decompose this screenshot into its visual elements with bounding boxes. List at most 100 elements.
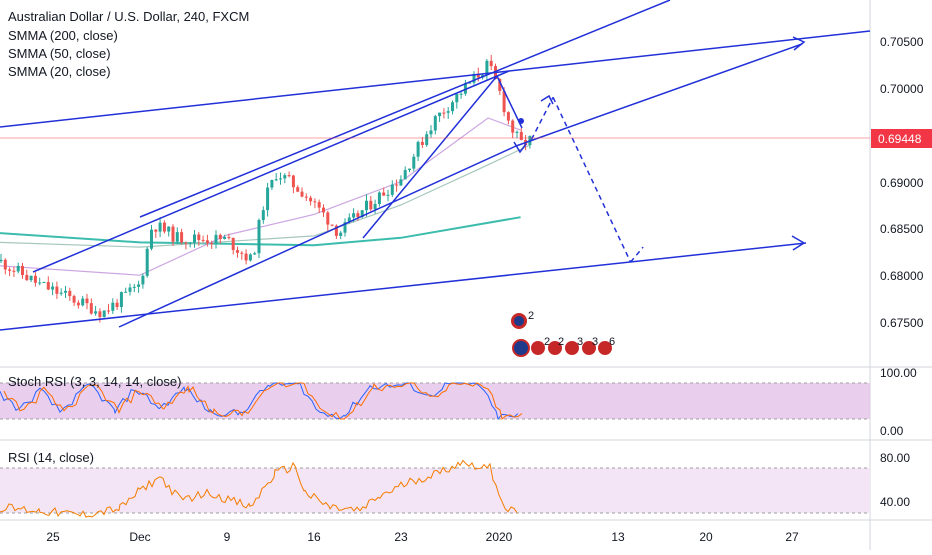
candle-body [197, 234, 201, 240]
candle-body [515, 131, 519, 133]
event-flag-icon[interactable] [531, 341, 545, 355]
time-axis[interactable]: 25 Dec 9 16 23 2020 13 20 27 [46, 530, 799, 544]
candle-body [59, 292, 63, 294]
economic-events[interactable]: 2 2 2 3 3 6 [511, 310, 615, 357]
rising-wedge-lower-line [118, 145, 517, 328]
trend-drawings[interactable] [0, 0, 871, 331]
candle-body [154, 229, 158, 232]
candle-body [352, 213, 356, 218]
candle-body [29, 275, 33, 281]
candle-body [205, 240, 209, 244]
candle-body [330, 224, 334, 226]
rsi-line [0, 459, 518, 518]
candle-body [42, 282, 46, 284]
stoch-k-line [0, 382, 519, 421]
candle-body [3, 259, 7, 270]
price-axis[interactable]: 0.70500 0.70000 0.69000 0.68500 0.68000 … [880, 35, 924, 330]
candle-body [214, 234, 218, 244]
event-flag-icon [514, 316, 524, 326]
event-flag-icon[interactable] [582, 341, 596, 355]
candle-body [218, 234, 222, 240]
stoch-tick: 0.00 [880, 424, 904, 438]
candle-body [137, 284, 141, 287]
candle-body [365, 200, 368, 211]
indicator-legend-smma200[interactable]: SMMA (200, close) [8, 28, 118, 43]
candle-body [390, 184, 394, 195]
candle-body [81, 298, 85, 306]
event-count: 2 [544, 336, 550, 348]
rising-wedge-lower-line [515, 43, 803, 147]
smma-line [0, 117, 521, 276]
candle-body [451, 102, 454, 112]
candle-body [403, 170, 407, 180]
event-flag-icon[interactable] [598, 341, 612, 355]
candle-body [416, 141, 420, 157]
time-label: 2020 [486, 530, 513, 544]
candle-body [266, 187, 270, 211]
candle-body [506, 112, 510, 121]
event-flag-icon[interactable] [512, 339, 530, 357]
projection-segment [530, 97, 554, 140]
candle-body [442, 112, 446, 114]
candle-body [356, 213, 360, 218]
event-count: 3 [592, 336, 598, 348]
candle-body [175, 232, 179, 242]
candle-body [317, 202, 321, 208]
channel-bottom-line [0, 242, 807, 331]
candle-body [128, 287, 132, 292]
stoch-rsi-label[interactable]: Stoch RSI (3, 3, 14, 14, close) [8, 374, 182, 389]
candle-body [309, 197, 313, 202]
candle-body [339, 232, 343, 236]
candle-body [210, 243, 214, 245]
price-tick: 0.69000 [880, 176, 924, 190]
candle-body [274, 179, 278, 181]
channel-top-line [508, 30, 871, 72]
candle-body [313, 201, 317, 203]
candle-body [511, 120, 515, 133]
candle-body [498, 79, 502, 91]
candle-body [141, 275, 145, 285]
time-label: 23 [394, 530, 408, 544]
indicator-legend-smma50[interactable]: SMMA (50, close) [8, 46, 111, 61]
price-tick: 0.68000 [880, 269, 924, 283]
candle-body [132, 286, 136, 288]
candle-body [412, 156, 416, 169]
candle-body [468, 82, 472, 84]
candle-body [425, 134, 429, 145]
candle-body [476, 73, 480, 78]
rsi-band [0, 468, 870, 513]
candle-body [51, 286, 55, 290]
candle-body [111, 302, 115, 311]
candle-body [171, 226, 175, 242]
time-label: 9 [224, 530, 231, 544]
candle-body [38, 282, 42, 284]
rsi-label[interactable]: RSI (14, close) [8, 450, 94, 465]
rsi-tick: 80.00 [880, 451, 910, 465]
candle-body [304, 196, 308, 198]
candle-body [270, 179, 274, 188]
event-flag-icon[interactable] [548, 341, 562, 355]
candle-body [300, 191, 304, 197]
candle-body [188, 242, 192, 244]
candle-body [85, 298, 89, 304]
event-flag-icon[interactable] [565, 341, 579, 355]
stoch-rsi-band [0, 383, 870, 419]
candle-body [0, 259, 3, 262]
candle-body [463, 83, 467, 94]
candle-body [382, 192, 386, 196]
candle-body [12, 270, 16, 272]
price-tick: 0.68500 [880, 222, 924, 236]
indicator-legend-smma20[interactable]: SMMA (20, close) [8, 64, 111, 79]
candle-body [16, 265, 20, 272]
candle-body [395, 184, 399, 186]
arrowhead-icon [540, 94, 554, 105]
candle-body [408, 168, 411, 171]
arrowhead-icon [513, 141, 527, 154]
candle-body [287, 175, 291, 177]
inner-trend-line [362, 75, 498, 239]
candle-body [55, 286, 59, 294]
rising-wedge-upper-line [32, 70, 510, 273]
event-count: 2 [558, 336, 564, 348]
